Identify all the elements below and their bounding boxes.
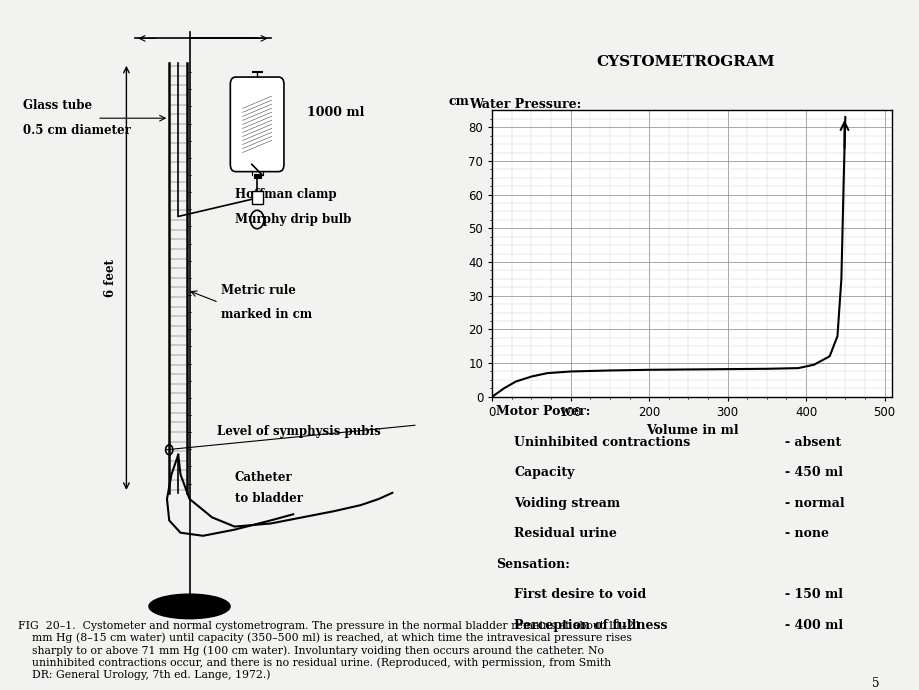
Text: - 400 ml: - 400 ml (784, 618, 842, 631)
Text: - 450 ml: - 450 ml (784, 466, 842, 479)
Text: 5: 5 (871, 677, 879, 690)
Text: FIG  20–1.  Cystometer and normal cystometrogram. The pressure in the normal bla: FIG 20–1. Cystometer and normal cystomet… (18, 621, 641, 680)
Text: Uninhibited contractions: Uninhibited contractions (514, 435, 689, 448)
Text: Residual urine: Residual urine (514, 527, 617, 540)
Text: 0.5 cm diameter: 0.5 cm diameter (23, 124, 130, 137)
Bar (254, 174, 260, 178)
Text: Murphy drip bulb: Murphy drip bulb (234, 213, 350, 226)
Bar (252, 190, 262, 204)
Text: Voiding stream: Voiding stream (514, 497, 619, 509)
Text: Glass tube: Glass tube (23, 99, 92, 112)
Text: Perception of fullness: Perception of fullness (514, 618, 667, 631)
Text: Level of symphysis pubis: Level of symphysis pubis (216, 425, 380, 438)
Text: Catheter: Catheter (234, 471, 292, 484)
Text: to bladder: to bladder (234, 493, 302, 506)
Text: 1000 ml: 1000 ml (306, 106, 364, 119)
Text: CYSTOMETROGRAM: CYSTOMETROGRAM (596, 55, 774, 69)
Text: - 150 ml: - 150 ml (784, 588, 842, 601)
Text: Water Pressure:: Water Pressure: (469, 99, 581, 111)
X-axis label: Volume in ml: Volume in ml (645, 424, 738, 437)
Text: Capacity: Capacity (514, 466, 573, 479)
FancyBboxPatch shape (230, 77, 284, 172)
Ellipse shape (149, 594, 230, 619)
Text: - normal: - normal (784, 497, 844, 509)
Text: marked in cm: marked in cm (221, 308, 312, 322)
Text: cm: cm (448, 95, 469, 108)
Text: First desire to void: First desire to void (514, 588, 646, 601)
Text: 6 feet: 6 feet (104, 259, 117, 297)
Text: Metric rule: Metric rule (221, 284, 296, 297)
Text: - absent: - absent (784, 435, 840, 448)
Text: Motor Power:: Motor Power: (495, 405, 590, 418)
Text: Hoffman clamp: Hoffman clamp (234, 188, 335, 201)
Text: - none: - none (784, 527, 828, 540)
Text: Sensation:: Sensation: (495, 558, 569, 571)
